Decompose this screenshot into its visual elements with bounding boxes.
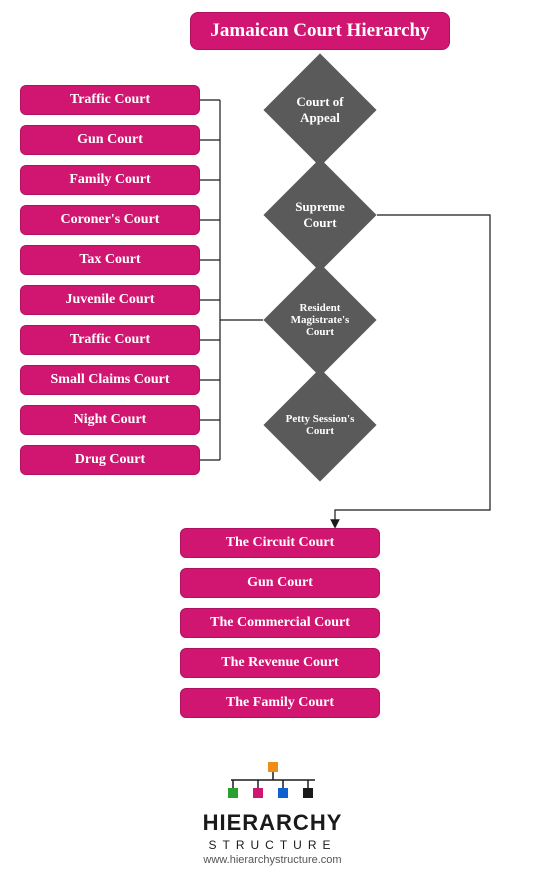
page-title: Jamaican Court Hierarchy xyxy=(190,12,450,50)
left-court-box: Traffic Court xyxy=(20,325,200,355)
diamond-label: Petty Session's Court xyxy=(280,413,360,437)
left-court-label: Traffic Court xyxy=(70,92,150,108)
logo-url: www.hierarchystructure.com xyxy=(0,854,545,866)
bottom-court-label: The Commercial Court xyxy=(210,615,350,631)
left-court-box: Drug Court xyxy=(20,445,200,475)
left-court-box: Small Claims Court xyxy=(20,365,200,395)
bottom-court-box: Gun Court xyxy=(180,568,380,598)
bottom-court-label: Gun Court xyxy=(247,575,313,591)
diamond-label: Supreme Court xyxy=(280,199,360,231)
left-court-label: Family Court xyxy=(69,172,150,188)
left-court-label: Tax Court xyxy=(79,252,140,268)
left-court-box: Night Court xyxy=(20,405,200,435)
bottom-court-box: The Circuit Court xyxy=(180,528,380,558)
left-court-box: Traffic Court xyxy=(20,85,200,115)
left-court-label: Gun Court xyxy=(77,132,143,148)
left-court-box: Juvenile Court xyxy=(20,285,200,315)
diamond-node: Court of Appeal xyxy=(263,53,376,166)
bottom-court-label: The Circuit Court xyxy=(226,535,335,551)
left-court-label: Night Court xyxy=(74,412,147,428)
left-court-label: Coroner's Court xyxy=(61,212,160,228)
left-court-label: Juvenile Court xyxy=(65,292,154,308)
left-court-box: Tax Court xyxy=(20,245,200,275)
diamond-label: Resident Magistrate's Court xyxy=(280,302,360,338)
logo-brand-sub: STRUCTURE xyxy=(209,838,337,852)
left-court-box: Coroner's Court xyxy=(20,205,200,235)
logo-brand-main: HIERARCHY xyxy=(203,810,343,835)
logo-tree-icon xyxy=(213,760,333,805)
logo: HIERARCHY STRUCTURE www.hierarchystructu… xyxy=(0,760,545,866)
diamond-node: Petty Session's Court xyxy=(263,368,376,481)
diamond-label: Court of Appeal xyxy=(280,94,360,126)
bottom-court-label: The Family Court xyxy=(226,695,334,711)
bottom-court-label: The Revenue Court xyxy=(221,655,338,671)
bottom-court-box: The Commercial Court xyxy=(180,608,380,638)
left-court-label: Traffic Court xyxy=(70,332,150,348)
diamond-node: Resident Magistrate's Court xyxy=(263,263,376,376)
left-court-box: Gun Court xyxy=(20,125,200,155)
diamond-node: Supreme Court xyxy=(263,158,376,271)
bottom-court-box: The Revenue Court xyxy=(180,648,380,678)
left-court-box: Family Court xyxy=(20,165,200,195)
left-court-label: Drug Court xyxy=(75,452,145,468)
left-court-label: Small Claims Court xyxy=(51,372,170,388)
bottom-court-box: The Family Court xyxy=(180,688,380,718)
